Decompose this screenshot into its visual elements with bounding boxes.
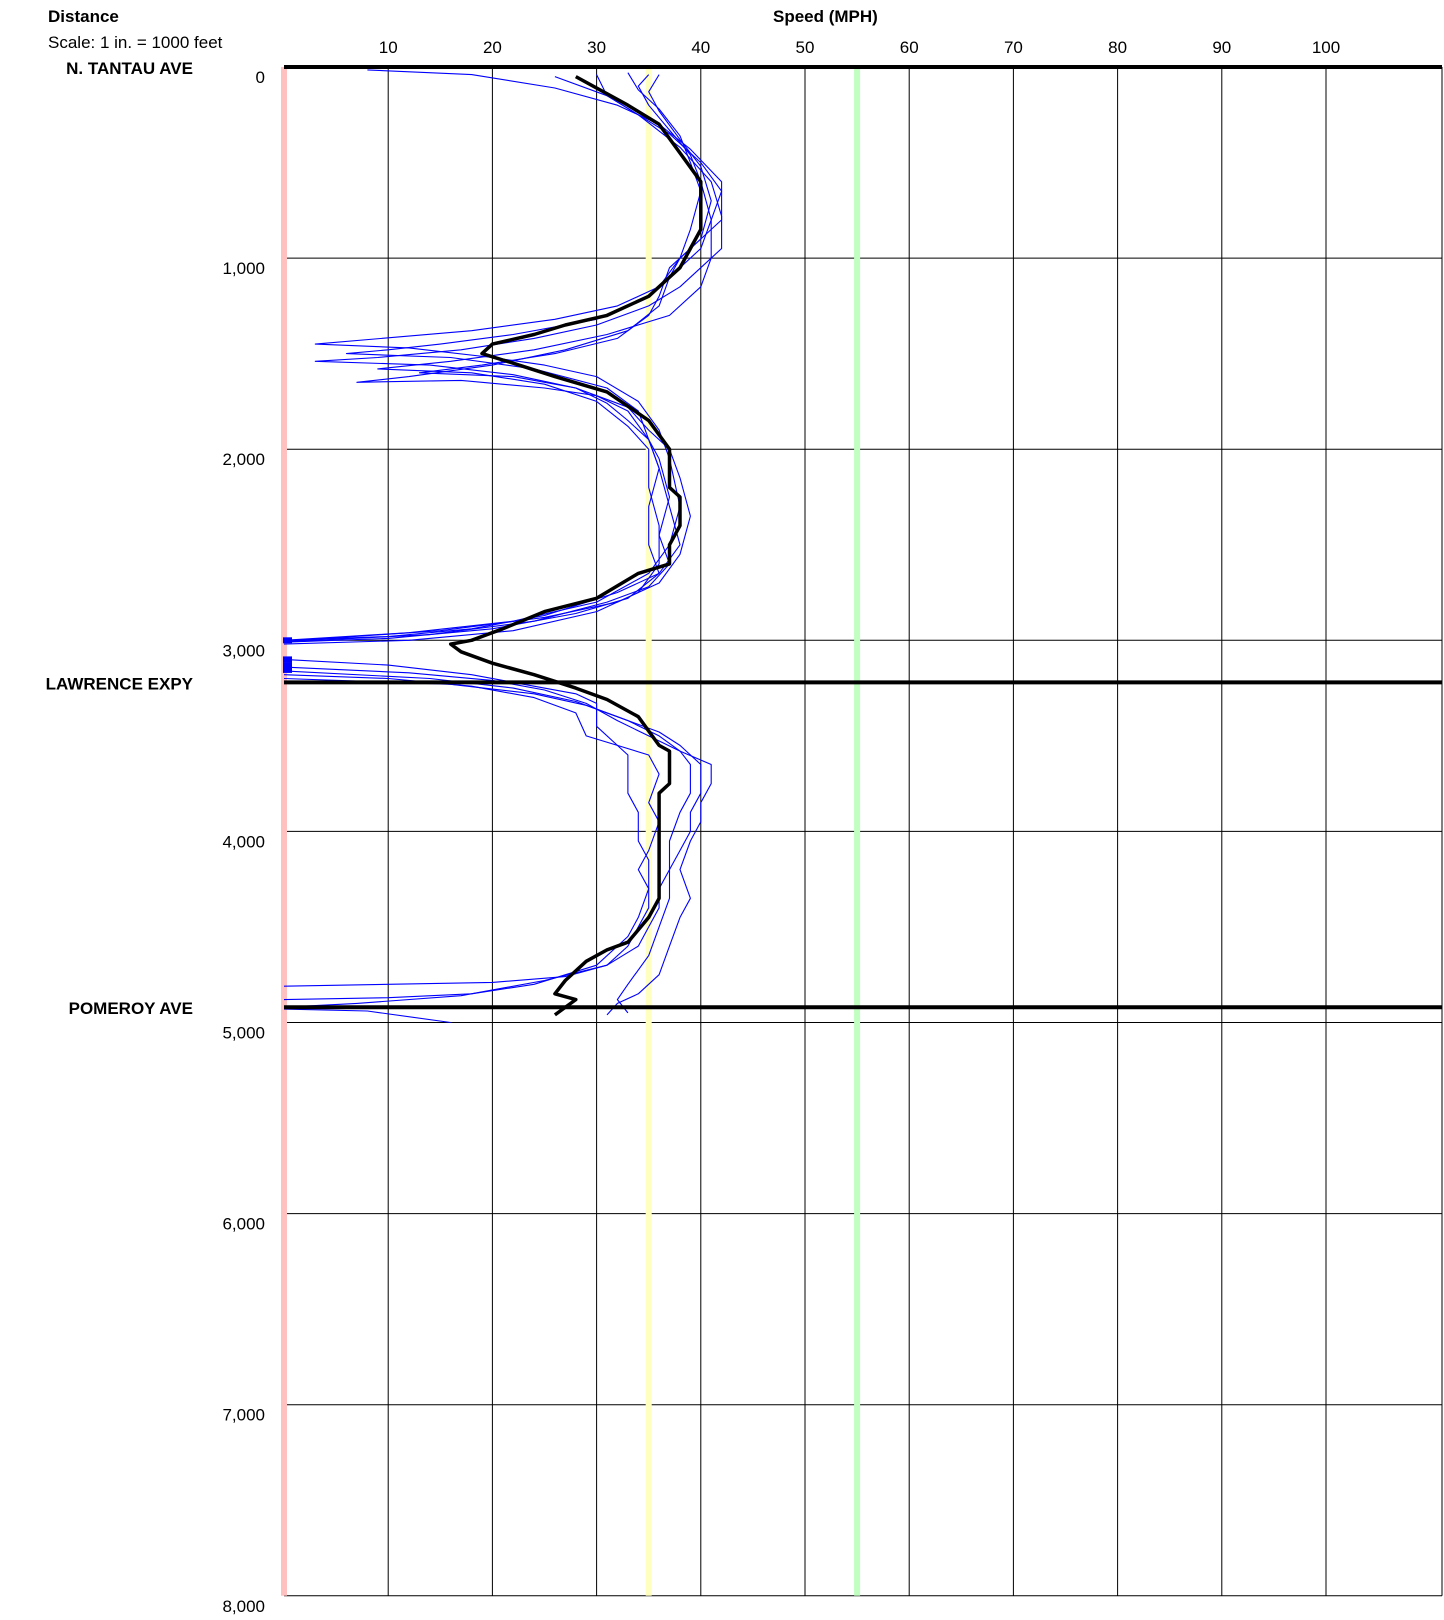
y-tick-label: 4,000 <box>222 832 265 851</box>
y-tick-label: 5,000 <box>222 1024 265 1043</box>
stop-marker <box>283 637 292 644</box>
run-series-line <box>283 677 691 1008</box>
x-tick-label: 60 <box>900 38 919 57</box>
x-tick-label: 30 <box>587 38 606 57</box>
y-tick-label: 0 <box>256 68 265 87</box>
x-tick-label: 70 <box>1004 38 1023 57</box>
run-series-line <box>283 74 712 645</box>
y-tick-label: 1,000 <box>222 259 265 278</box>
intersection-label: N. TANTAU AVE <box>66 59 193 78</box>
run-series-line <box>283 670 702 1014</box>
x-tick-label: 100 <box>1312 38 1340 57</box>
run-series-line <box>283 76 723 641</box>
x-tick-label: 40 <box>691 38 710 57</box>
stop-marker <box>283 666 292 673</box>
run-series-line <box>283 69 723 641</box>
y-tick-label: 7,000 <box>222 1406 265 1425</box>
speed-axis-title: Speed (MPH) <box>773 7 878 26</box>
y-tick-label: 8,000 <box>222 1597 265 1616</box>
y-tick-label: 6,000 <box>222 1215 265 1234</box>
y-tick-label: 2,000 <box>222 450 265 469</box>
run-series-line <box>283 666 712 1016</box>
stop-marker <box>283 656 292 663</box>
run-series-line <box>283 658 650 987</box>
average-series-line <box>448 75 703 1017</box>
x-tick-label: 50 <box>796 38 815 57</box>
run-series-line <box>283 74 723 643</box>
x-tick-label: 20 <box>483 38 502 57</box>
run-series-line <box>283 1008 451 1024</box>
distance-axis-title: Distance <box>48 7 119 26</box>
scale-note: Scale: 1 in. = 1000 feet <box>48 33 223 52</box>
run-series-line <box>284 74 712 641</box>
intersection-label: POMEROY AVE <box>69 999 193 1018</box>
y-tick-label: 3,000 <box>222 641 265 660</box>
x-tick-label: 80 <box>1108 38 1127 57</box>
x-tick-label: 10 <box>379 38 398 57</box>
intersection-label: LAWRENCE EXPY <box>46 674 194 693</box>
run-series-line <box>283 72 702 643</box>
stop-marker <box>283 662 292 669</box>
x-tick-label: 90 <box>1212 38 1231 57</box>
